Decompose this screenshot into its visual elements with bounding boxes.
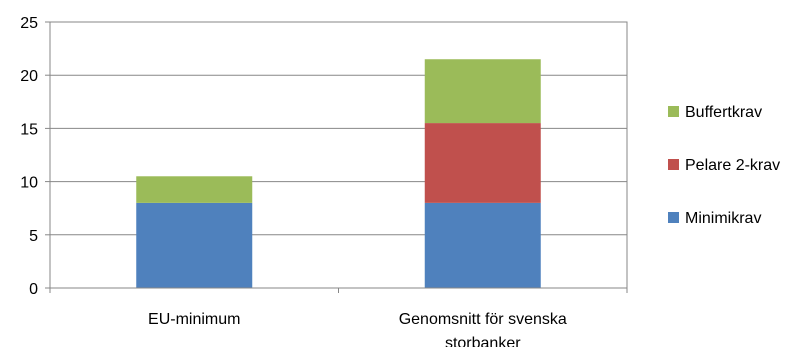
legend-label: Buffertkrav	[685, 104, 762, 121]
bar-minimikrav-1	[424, 202, 541, 288]
legend: Buffertkrav Pelare 2-krav Minimikrav	[668, 104, 780, 227]
bar-pelare-2-krav-1	[424, 123, 541, 203]
bars	[136, 59, 541, 288]
bar-minimikrav-0	[136, 202, 253, 288]
bar-buffertkrav-0	[136, 176, 253, 203]
axes	[45, 21, 628, 293]
x-tick-label: EU-minimum	[148, 311, 240, 328]
x-tick-label: storbanker	[445, 335, 521, 347]
legend-swatch-pelare-2-krav	[668, 159, 679, 170]
x-tick-label: Genomsnitt för svenska	[399, 311, 567, 328]
legend-swatch-minimikrav	[668, 212, 679, 223]
y-tick-label: 10	[20, 175, 38, 192]
legend-label: Pelare 2-krav	[685, 157, 780, 174]
bar-buffertkrav-1	[424, 59, 541, 124]
y-tick-label: 25	[20, 15, 38, 32]
y-tick-labels: 0 5 10 15 20 25	[20, 15, 38, 298]
legend-swatch-buffertkrav	[668, 106, 679, 117]
x-tick-labels: EU-minimum Genomsnitt för svenska storbank…	[148, 311, 567, 352]
y-tick-label: 5	[29, 228, 38, 245]
legend-label: Minimikrav	[685, 210, 761, 227]
y-tick-label: 20	[20, 68, 38, 85]
y-tick-label: 0	[29, 281, 38, 298]
y-tick-label: 15	[20, 121, 38, 138]
